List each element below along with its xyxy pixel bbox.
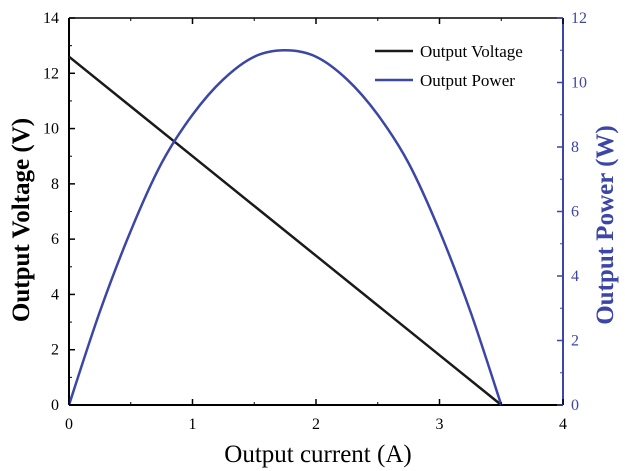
- y-left-tick-label: 14: [43, 10, 59, 27]
- y-right-tick-label: 0: [571, 397, 579, 414]
- series-layer: [67, 49, 503, 406]
- y-right-tick-label: 4: [571, 268, 579, 285]
- x-tick-label: 3: [436, 416, 444, 433]
- y-left-tick-label: 4: [51, 286, 59, 303]
- y-left-tick-label: 8: [51, 176, 59, 193]
- series-output-voltage-line: [68, 55, 503, 406]
- y-axis-title-left: Output Voltage (V): [8, 118, 35, 322]
- y-left-tick-label: 2: [51, 342, 59, 359]
- series-output-power-line: [67, 49, 503, 406]
- y-right-tick-label: 12: [571, 10, 587, 27]
- y-left-tick-label: 12: [43, 65, 59, 82]
- x-tick-label: 2: [312, 416, 320, 433]
- y-right-tick-label: 6: [571, 204, 579, 221]
- x-tick-label: 4: [559, 416, 567, 433]
- x-tick-label: 0: [65, 416, 73, 433]
- y-right-tick-label: 8: [571, 139, 579, 156]
- y-left-tick-label: 6: [51, 231, 59, 248]
- y-left-tick-label: 10: [43, 121, 59, 138]
- y-right-tick-label: 2: [571, 333, 579, 350]
- y-axis-title-right: Output Power (W): [592, 125, 619, 325]
- legend: Output Voltage Output Power: [375, 42, 523, 90]
- x-tick-label: 1: [189, 416, 197, 433]
- legend-label-output-power: Output Power: [420, 71, 515, 90]
- x-axis-title: Output current (A): [224, 441, 411, 468]
- y-left-tick-label: 0: [51, 397, 59, 414]
- legend-label-output-voltage: Output Voltage: [420, 42, 523, 61]
- y-right-tick-label: 10: [571, 75, 587, 92]
